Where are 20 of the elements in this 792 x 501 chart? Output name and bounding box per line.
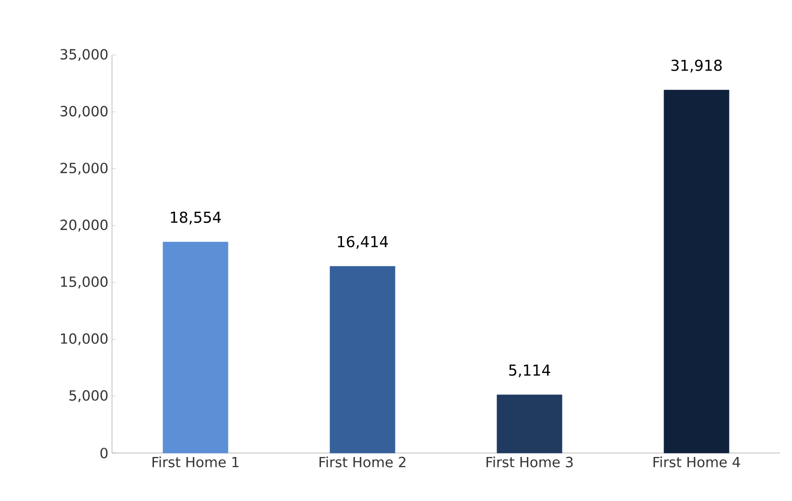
y-tick-label: 5,000 — [69, 390, 108, 402]
bar — [664, 90, 730, 454]
y-tick-label: 15,000 — [61, 276, 108, 288]
data-label: 31,918 — [671, 60, 722, 73]
data-label: 5,114 — [509, 364, 550, 378]
y-tick-label: 30,000 — [60, 106, 108, 118]
x-tick-label: First Home 3 — [486, 456, 573, 468]
y-tick-label: 10,000 — [61, 333, 108, 346]
y-tick-label: 0 — [100, 448, 108, 458]
bar — [162, 242, 228, 454]
y-tick-label: 20,000 — [60, 220, 108, 232]
x-tick-label: First Home 1 — [152, 456, 239, 468]
data-label: 18,554 — [170, 212, 221, 224]
x-tick-label: First Home 4 — [654, 456, 740, 468]
y-tick-label: 35,000 — [60, 48, 108, 62]
x-tick-label: First Home 2 — [320, 456, 406, 468]
bar — [330, 266, 396, 454]
y-tick-label: 25,000 — [60, 162, 108, 175]
bar — [496, 394, 562, 454]
data-label: 16,414 — [338, 236, 388, 249]
